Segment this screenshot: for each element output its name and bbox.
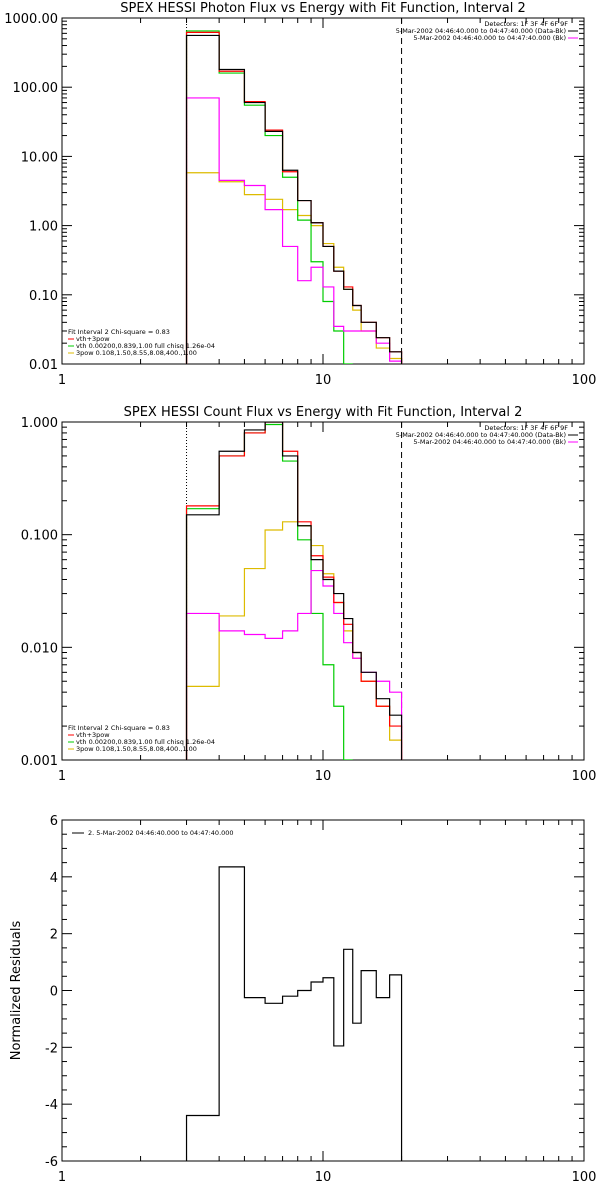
x-tick-label: 1 — [58, 769, 66, 784]
y-tick-label: 0.100 — [21, 529, 58, 544]
chart-panel-2: SPEX HESSI Count Flux vs Energy with Fit… — [21, 405, 597, 784]
y-tick-label: 2 — [50, 928, 58, 943]
data-layer — [185, 30, 403, 364]
x-tick-label: 10 — [315, 1170, 332, 1185]
plot-frame — [61, 421, 585, 761]
y-tick-label: -4 — [45, 1098, 58, 1113]
residual-legend-entry: 2. 5-Mar-2002 04:46:40.000 to 04:47:40.0… — [88, 829, 234, 837]
y-tick-label: 6 — [50, 814, 58, 829]
y-tick-label: 0.010 — [21, 641, 58, 656]
series-line-1 — [185, 34, 403, 364]
y-tick-label: 10.00 — [21, 150, 58, 165]
y-tick-label: -6 — [45, 1155, 58, 1170]
y-tick-label: 1.000 — [21, 416, 58, 431]
detector-legend-entry: 5-Mar-2002 04:46:40.000 to 04:47:40.000 … — [413, 34, 566, 42]
x-tick-label: 1 — [58, 1170, 66, 1185]
fit-legend-entry: vth 0.00200,0.839,1.00 full chisq 1.26e-… — [76, 342, 215, 350]
x-tick-label: 1 — [58, 373, 66, 388]
plot-frame — [61, 17, 585, 365]
chart-panel-1: SPEX HESSI Photon Flux vs Energy with Fi… — [4, 1, 596, 388]
series-line-5 — [185, 521, 403, 760]
fit-legend-entry: vth 0.00200,0.839,1.00 full chisq 1.26e-… — [76, 738, 215, 746]
plot-frame — [61, 819, 585, 1162]
fit-legend-entry: 3pow 0.108,1.50,8.55,8.08,400.,1.00 — [76, 745, 197, 753]
fit-legend-entry: vth+3pow — [76, 335, 110, 343]
series-line-3 — [185, 97, 403, 364]
data-layer — [185, 422, 403, 760]
chart-panel-3: 1 10 100 6 4 2 0 -2 -4 -6 Normalized Residuals 2. 5… — [9, 814, 596, 1185]
detector-legend-entry: 5-Mar-2002 04:46:40.000 to 04:47:40.000 … — [396, 431, 566, 439]
detector-legend-header: Detectors: 1F 3F 4F 6F 9F — [484, 424, 568, 432]
y-tick-label: 4 — [50, 871, 58, 886]
fit-legend-header: Fit Interval 2 Chi-square = 0.83 — [68, 724, 170, 732]
x-tick-label: 100 — [572, 769, 597, 784]
detector-legend-entry: 5-Mar-2002 04:46:40.000 to 04:47:40.000 … — [413, 438, 566, 446]
detector-legend-entry: 5-Mar-2002 04:46:40.000 to 04:47:40.000 … — [396, 27, 566, 35]
fit-legend-entry: 3pow 0.108,1.50,8.55,8.08,400.,1.00 — [76, 349, 197, 357]
series-line-4 — [185, 30, 353, 364]
y-tick-label: 100.00 — [13, 81, 59, 96]
x-tick-label: 100 — [572, 373, 597, 388]
y-tick-label: 1.00 — [29, 220, 58, 235]
y-tick-label: 0.10 — [29, 289, 58, 304]
series-line-5 — [185, 172, 403, 364]
series-line-1 — [185, 422, 403, 760]
y-tick-label: 0.001 — [21, 754, 58, 769]
y-tick-label: 1000.00 — [4, 12, 58, 27]
detector-legend-header: Detectors: 1F 3F 4F 6F 9F — [484, 20, 568, 28]
x-tick-label: 10 — [315, 373, 332, 388]
data-layer — [185, 866, 403, 1161]
series-line-1 — [185, 866, 403, 1161]
chart-title: SPEX HESSI Count Flux vs Energy with Fit… — [124, 405, 523, 420]
chart-title: SPEX HESSI Photon Flux vs Energy with Fi… — [120, 1, 526, 16]
y-tick-label: 0 — [50, 985, 58, 1000]
y-axis-label: Normalized Residuals — [9, 921, 24, 1061]
fit-legend-entry: vth+3pow — [76, 731, 110, 739]
fit-legend-header: Fit Interval 2 Chi-square = 0.83 — [68, 328, 170, 336]
y-tick-label: -2 — [45, 1041, 58, 1056]
x-tick-label: 10 — [315, 769, 332, 784]
x-tick-label: 100 — [572, 1170, 597, 1185]
series-line-2 — [185, 31, 403, 364]
series-line-4 — [185, 423, 353, 760]
y-tick-label: 0.01 — [29, 358, 58, 373]
